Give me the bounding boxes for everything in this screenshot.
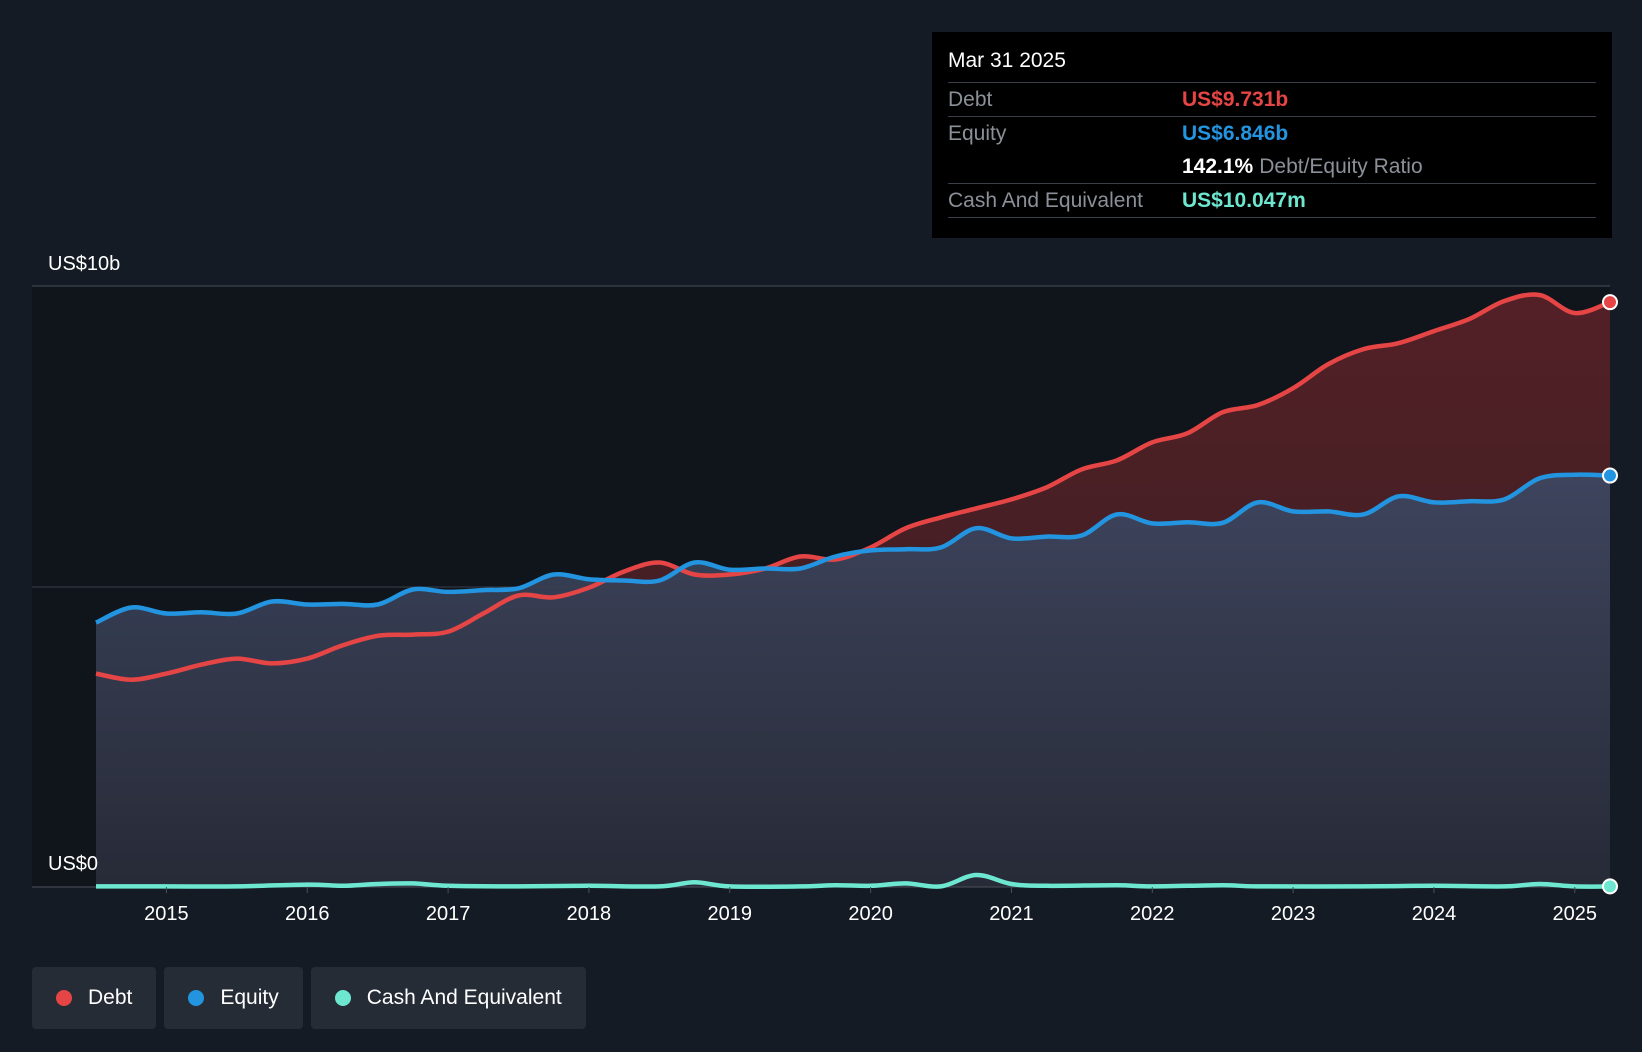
equity-endpoint-marker [1602,467,1618,484]
x-tick-label-2024: 2024 [1412,903,1457,925]
tooltip-row-debt: Debt US$9.731b [948,83,1596,117]
tooltip-equity-label: Equity [948,122,1007,145]
legend-dot-cash-icon [334,990,351,1006]
x-tick-label-2017: 2017 [426,903,471,925]
tooltip-debt-value: US$9.731b [1182,88,1289,111]
equity-line [95,472,1611,625]
x-tick-label-2025: 2025 [1553,903,1598,925]
tooltip-cash-label: Cash And Equivalent [948,189,1143,212]
tooltip-equity-value: US$6.846b [1182,122,1289,145]
tooltip-date: Mar 31 2025 [948,46,1596,83]
legend-label-cash: Cash And Equivalent [366,986,562,1009]
legend-dot-equity-icon [188,990,205,1006]
debt-endpoint-marker [1602,294,1618,311]
equity-area [96,474,1610,887]
tooltip-cash-value: US$10.047m [1182,189,1306,212]
cash-line [96,872,1611,890]
x-tick-label-2019: 2019 [708,903,753,925]
tooltip-ratio-value: 142.1% [1182,155,1254,178]
cash-endpoint-marker [1602,878,1618,895]
legend-item-equity[interactable]: Equity [164,967,303,1029]
tooltip-row-equity: Equity US$6.846b [948,117,1596,150]
x-tick-label-2015: 2015 [144,903,189,925]
x-tick-label-2022: 2022 [1130,903,1175,925]
x-tick-label-2021: 2021 [989,903,1034,925]
x-tick-label-2020: 2020 [848,903,893,925]
y-axis-min-label: US$0 [48,853,98,875]
x-tick-label-2023: 2023 [1271,903,1316,925]
tooltip-ratio-label: Debt/Equity Ratio [1259,155,1423,178]
tooltip-row-ratio: 142.1% Debt/Equity Ratio [948,150,1596,184]
tooltip-ratio-spacer [948,150,1182,183]
x-tick-label-2016: 2016 [285,903,330,925]
x-tick-label-2018: 2018 [567,903,612,925]
chart-legend: Debt Equity Cash And Equivalent [32,967,586,1029]
debt-equity-chart: US$10b US$0 2015 2016 2017 2018 2019 2020 2021… [32,253,1618,925]
legend-dot-debt-icon [56,990,72,1006]
legend-item-debt[interactable]: Debt [32,967,157,1029]
legend-label-debt: Debt [88,986,133,1009]
tooltip-debt-label: Debt [948,88,993,111]
tooltip-row-cash: Cash And Equivalent US$10.047m [948,184,1596,218]
legend-label-equity: Equity [220,986,279,1009]
legend-item-cash[interactable]: Cash And Equivalent [310,967,586,1029]
tooltip-panel: Mar 31 2025 Debt US$9.731b Equity US$6.8… [932,32,1612,238]
y-axis-max-label: US$10b [48,253,120,275]
